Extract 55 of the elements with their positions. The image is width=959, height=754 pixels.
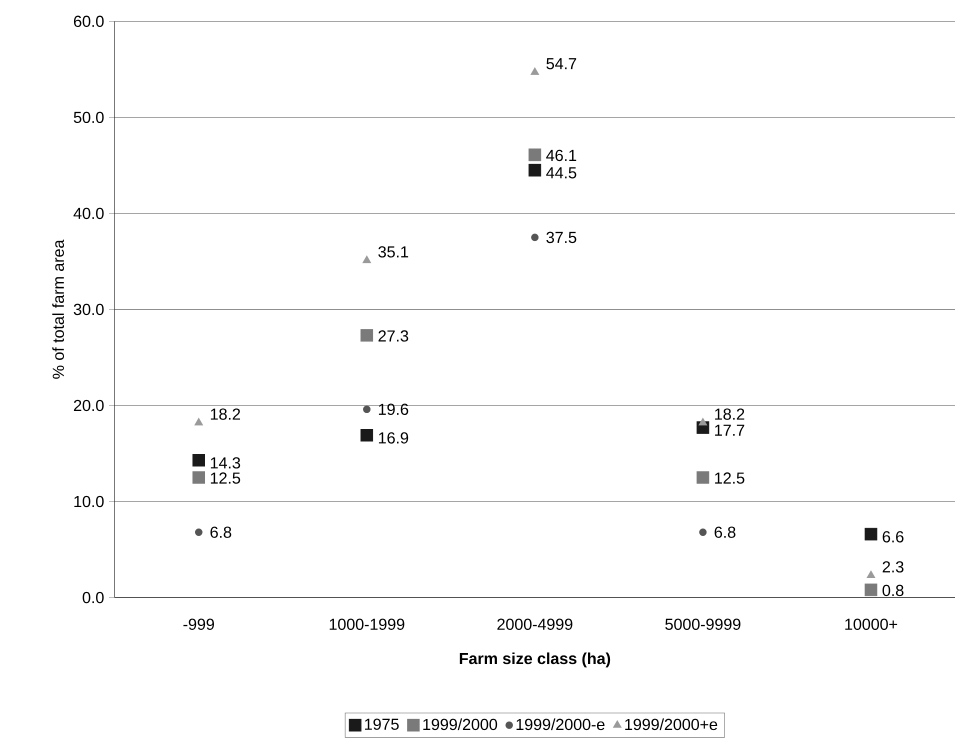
- data-label: 18.2: [210, 408, 240, 420]
- data-label: 54.7: [546, 58, 576, 70]
- x-axis-title: Farm size class (ha): [460, 652, 610, 668]
- point: [360, 429, 374, 442]
- point: [192, 471, 206, 484]
- point: [194, 418, 204, 426]
- point: [195, 528, 202, 536]
- data-label: 6.6: [882, 531, 904, 543]
- legend-label: 1999/2000+e: [625, 718, 718, 730]
- data-label: 19.6: [378, 404, 408, 416]
- data-label: 16.9: [378, 432, 408, 444]
- data-label: 14.3: [210, 457, 240, 469]
- point: [866, 570, 876, 578]
- point: [192, 454, 206, 467]
- y-tick-label: 30.0: [74, 304, 104, 316]
- legend-label: 1975: [365, 718, 399, 730]
- point: [864, 584, 878, 596]
- data-label: 17.7: [715, 424, 744, 436]
- x-tick-label: 10000+: [845, 618, 898, 630]
- y-tick-label: 20.0: [74, 400, 104, 412]
- point: [528, 164, 542, 177]
- point: [362, 256, 372, 264]
- x-tick-label: -999: [183, 618, 214, 630]
- y-tick-label: 60.0: [74, 16, 104, 28]
- data-label: 44.5: [546, 167, 576, 179]
- data-label: 6.8: [210, 526, 232, 538]
- x-tick-label: 2000-4999: [497, 618, 572, 630]
- data-label: 2.3: [882, 561, 904, 573]
- x-tick-label: 5000-9999: [665, 618, 740, 630]
- point: [530, 68, 540, 76]
- x-tick-label: 1000-1999: [330, 618, 404, 630]
- point: [360, 329, 374, 342]
- data-label: 0.8: [882, 584, 904, 596]
- data-label: 12.5: [210, 472, 240, 484]
- y-tick-label: 10.0: [74, 496, 104, 508]
- point: [698, 418, 708, 426]
- point: [531, 234, 539, 242]
- data-label: 6.8: [714, 526, 736, 538]
- legend-label: 1999/2000: [423, 718, 498, 730]
- point: [528, 148, 542, 162]
- legend-label: 1999/2000-e: [516, 718, 605, 730]
- data-label: 35.1: [378, 246, 408, 258]
- point: [699, 528, 707, 536]
- data-label: 46.1: [546, 150, 576, 162]
- point: [696, 471, 710, 484]
- y-tick-label: 50.0: [74, 112, 104, 124]
- data-label: 27.3: [378, 330, 408, 342]
- y-tick-label: 40.0: [74, 208, 104, 220]
- data-label: 18.2: [715, 408, 744, 420]
- point: [363, 406, 371, 414]
- data-label: 12.5: [715, 472, 744, 484]
- y-axis-title: % of total farm area: [52, 240, 64, 379]
- y-tick-label: 0.0: [82, 592, 104, 604]
- data-label: 37.5: [546, 232, 576, 244]
- point: [864, 528, 878, 541]
